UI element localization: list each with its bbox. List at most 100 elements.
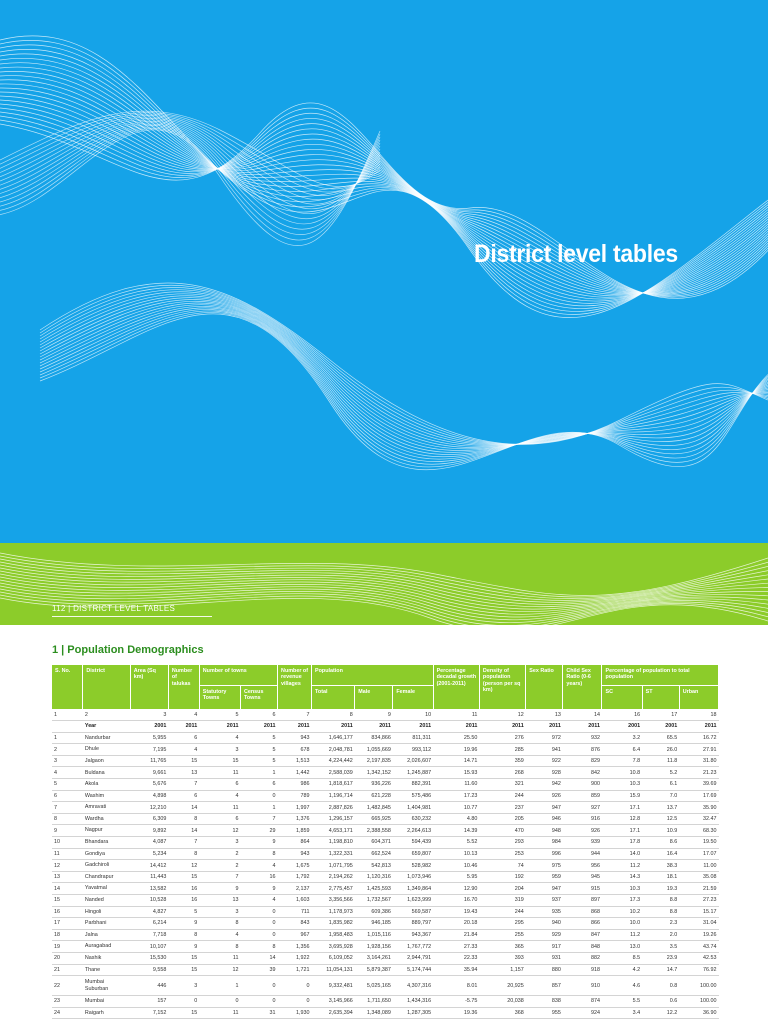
data-cell: 1,120,316 xyxy=(354,871,393,884)
data-cell: 943 xyxy=(277,732,312,745)
data-cell: 19.96 xyxy=(433,743,480,756)
data-cell: 253 xyxy=(479,848,526,861)
district-name-cell: Parbhani xyxy=(82,917,131,930)
data-cell: 1,721 xyxy=(277,964,312,977)
data-cell: 5,234 xyxy=(130,848,169,861)
data-cell: 12 xyxy=(168,859,200,872)
data-cell: 1,157 xyxy=(479,964,526,977)
data-cell: 4 xyxy=(199,929,241,942)
data-cell: 1,322,331 xyxy=(311,848,355,861)
data-cell: 5,676 xyxy=(130,778,169,791)
data-cell: 14.0 xyxy=(601,848,643,861)
data-cell: 569,587 xyxy=(392,906,434,919)
data-cell: 6 xyxy=(168,732,200,745)
data-cell: 7 xyxy=(199,871,241,884)
data-cell: 2,194,262 xyxy=(311,871,355,884)
year-cell: 2011 xyxy=(354,720,393,733)
wave-line xyxy=(0,107,768,295)
data-cell: 9 xyxy=(240,836,278,849)
data-cell: 10.9 xyxy=(642,824,680,838)
data-cell: 31.80 xyxy=(679,755,719,768)
district-name-cell: Gadchiroli xyxy=(82,859,131,872)
data-cell: 10,528 xyxy=(130,894,169,907)
header-area: Area (Sq km) xyxy=(130,665,169,710)
data-cell: 4 xyxy=(168,743,200,756)
row-number-cell: 15 xyxy=(52,894,83,907)
data-cell: 6.4 xyxy=(601,743,643,756)
district-name-cell: Washim xyxy=(82,790,131,803)
district-name-cell: Raigarh xyxy=(82,1007,131,1020)
data-cell: 1,835,982 xyxy=(311,917,355,930)
year-cell: 2011 xyxy=(392,720,434,733)
data-cell: 789 xyxy=(277,790,312,803)
wave-line xyxy=(39,284,768,445)
row-number-cell: 1 xyxy=(52,732,83,745)
data-cell: 943,367 xyxy=(392,929,434,942)
wave-line xyxy=(0,567,768,605)
data-cell: 11,443 xyxy=(130,871,169,884)
data-cell: 5 xyxy=(168,906,200,919)
data-cell: 2,887,826 xyxy=(311,801,355,814)
header-census-towns: Census Towns xyxy=(240,685,279,710)
data-cell: 16 xyxy=(168,882,200,895)
data-cell: 14 xyxy=(240,952,278,965)
index-cell: 16 xyxy=(601,709,643,722)
district-name-cell: Jalgaon xyxy=(82,755,131,768)
year-cell: Year xyxy=(82,720,131,733)
data-cell: 7 xyxy=(168,778,200,791)
table-row: 24 Raigarh 7,152 15 11 31 1,930 2,635,394 1,348,… xyxy=(52,1007,719,1020)
row-number-cell: 2 xyxy=(52,743,83,756)
data-cell: 11 xyxy=(199,1007,241,1020)
data-cell: 4,307,316 xyxy=(392,975,434,997)
data-cell: 319 xyxy=(479,894,526,907)
data-cell: 937 xyxy=(525,894,563,907)
row-number-cell: 6 xyxy=(52,790,83,803)
data-cell: 0 xyxy=(240,790,278,803)
data-cell: 1,178,973 xyxy=(311,906,355,919)
wave-line xyxy=(0,126,381,235)
data-cell: 16 xyxy=(240,871,278,884)
district-name-cell: Mumbai xyxy=(82,995,131,1008)
wave-line xyxy=(39,297,768,448)
data-cell: 7.0 xyxy=(642,790,680,803)
row-number-cell: 4 xyxy=(52,766,83,780)
data-cell: 1,425,593 xyxy=(354,882,393,895)
district-name-cell: Jalna xyxy=(82,929,131,942)
data-cell: 931 xyxy=(525,952,563,965)
data-cell: 12 xyxy=(199,964,241,977)
data-cell: 12.2 xyxy=(642,1007,680,1020)
data-cell: 1,348,089 xyxy=(354,1007,393,1020)
data-cell: 7,152 xyxy=(130,1007,169,1020)
index-cell: 10 xyxy=(392,709,434,722)
data-cell: 4 xyxy=(240,859,278,872)
data-cell: 8.8 xyxy=(642,894,680,907)
data-cell: 365 xyxy=(479,940,526,953)
data-cell: 662,524 xyxy=(354,848,393,861)
index-cell: 4 xyxy=(168,709,200,722)
table-row: 13 Chandrapur 11,443 15 7 16 1,792 2,194,262 1,1… xyxy=(52,871,719,884)
wave-line xyxy=(39,309,768,462)
wave-line xyxy=(0,49,768,309)
index-cell: 7 xyxy=(277,709,312,722)
data-cell: 16.4 xyxy=(642,848,680,861)
data-cell: 285 xyxy=(479,743,526,756)
header-sc: SC xyxy=(601,685,643,710)
district-name-cell: Akola xyxy=(82,778,131,791)
data-cell: 11 xyxy=(199,801,241,814)
data-cell: 2,264,613 xyxy=(392,824,434,838)
data-cell: 1,245,887 xyxy=(392,766,434,780)
data-cell: 7.8 xyxy=(601,755,643,768)
index-cell: 5 xyxy=(199,709,241,722)
district-name-cell: Dhule xyxy=(82,743,131,756)
row-number-cell: 7 xyxy=(52,801,83,814)
table-row: 3 Jalgaon 11,765 15 15 5 1,513 4,224,442 2,197,8… xyxy=(52,755,719,768)
data-cell: 0 xyxy=(240,906,278,919)
year-cell: 2011 xyxy=(562,720,602,733)
data-cell: 834,866 xyxy=(354,732,393,745)
data-cell: 368 xyxy=(479,1007,526,1020)
data-cell: 5.2 xyxy=(642,766,680,780)
index-cell: 17 xyxy=(642,709,680,722)
data-cell: 948 xyxy=(525,824,563,838)
data-cell: 4,898 xyxy=(130,790,169,803)
data-cell: 4,653,171 xyxy=(311,824,355,838)
